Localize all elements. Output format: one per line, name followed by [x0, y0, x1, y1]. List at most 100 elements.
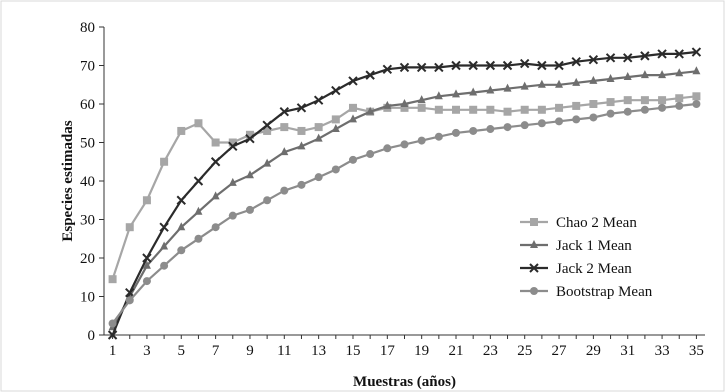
- series-chao-2-mean: [108, 92, 701, 284]
- data-point: [623, 72, 632, 81]
- data-point: [400, 99, 409, 107]
- data-point: [297, 141, 306, 150]
- data-point: [280, 123, 289, 132]
- y-axis-title: Especies estimadas: [60, 120, 76, 241]
- data-point: [211, 223, 220, 232]
- data-point: [160, 157, 169, 166]
- data-point: [228, 177, 237, 186]
- data-point: [589, 75, 598, 84]
- data-point: [348, 155, 357, 164]
- data-point: [640, 70, 649, 79]
- data-point: [400, 140, 409, 149]
- data-point: [263, 126, 272, 135]
- data-point: [417, 95, 426, 104]
- data-point: [658, 96, 667, 105]
- data-point: [503, 123, 512, 132]
- data-point: [502, 60, 513, 71]
- data-point: [245, 133, 255, 144]
- legend: Chao 2 Mean Jack 1 Mean Jack 2 Mean Bootstr…: [520, 215, 653, 300]
- data-point: [469, 105, 478, 114]
- data-point: [451, 60, 461, 71]
- data-point: [572, 101, 581, 110]
- data-point: [400, 103, 409, 112]
- data-point: [452, 105, 461, 114]
- data-point: [177, 222, 186, 231]
- data-point: [142, 196, 151, 205]
- data-point: [142, 260, 151, 269]
- data-point: [537, 79, 546, 88]
- data-point: [606, 98, 615, 107]
- data-point: [692, 100, 701, 108]
- data-point: [125, 223, 134, 232]
- data-point: [296, 103, 307, 113]
- data-point: [537, 60, 547, 71]
- data-point: [108, 319, 117, 328]
- data-point: [366, 106, 375, 115]
- data-point: [519, 58, 530, 69]
- data-point: [263, 196, 272, 205]
- data-point: [572, 115, 581, 124]
- x-tick-label: 3: [143, 343, 151, 359]
- data-point: [486, 85, 495, 94]
- legend-label: Jack 2 Mean: [556, 261, 632, 277]
- data-point: [297, 180, 306, 189]
- data-point: [366, 150, 375, 159]
- data-point: [520, 105, 529, 114]
- y-tick-label: 70: [80, 59, 95, 75]
- data-point: [658, 70, 667, 79]
- data-point: [211, 191, 220, 200]
- data-point: [416, 62, 427, 73]
- x-tick-label: 19: [414, 343, 429, 359]
- data-point: [530, 218, 538, 226]
- data-point: [417, 103, 426, 112]
- data-point: [434, 132, 443, 141]
- data-point: [452, 128, 461, 137]
- x-tick-label: 5: [178, 343, 186, 359]
- data-point: [314, 173, 323, 182]
- data-point: [434, 91, 443, 100]
- data-point: [348, 103, 357, 112]
- x-tick-label: 11: [277, 343, 291, 359]
- data-point: [691, 47, 702, 57]
- data-point: [606, 109, 615, 118]
- x-tick-label: 27: [552, 343, 568, 359]
- data-point: [485, 60, 496, 71]
- data-point: [520, 121, 529, 130]
- data-point: [160, 261, 169, 270]
- data-point: [468, 60, 478, 71]
- y-tick-label: 50: [80, 136, 95, 152]
- data-point: [331, 124, 340, 133]
- data-point: [297, 126, 306, 135]
- data-point: [692, 66, 701, 75]
- data-point: [657, 49, 667, 59]
- legend-label: Jack 1 Mean: [556, 238, 632, 254]
- y-tick-label: 0: [88, 328, 96, 344]
- data-point: [640, 51, 650, 61]
- data-point: [280, 147, 289, 156]
- series-layer: [107, 47, 702, 340]
- data-point: [589, 113, 598, 122]
- x-tick-label: 15: [345, 343, 360, 359]
- x-axis: 1 3 5 7 9 11 13 15 17 19 21 23 25 27 29 31 33 35: [109, 335, 704, 359]
- series-bootstrap-mean: [108, 100, 701, 328]
- data-point: [331, 165, 340, 174]
- x-tick-label: 7: [212, 343, 220, 359]
- data-point: [210, 157, 221, 167]
- y-tick-label: 20: [80, 251, 95, 267]
- data-point: [623, 107, 632, 116]
- data-point: [331, 85, 341, 96]
- data-point: [606, 73, 615, 82]
- data-point: [228, 141, 238, 152]
- data-point: [177, 126, 186, 135]
- data-point: [331, 115, 340, 124]
- data-point: [176, 195, 186, 205]
- data-point: [434, 62, 444, 73]
- data-point: [245, 205, 254, 214]
- data-point: [194, 119, 203, 128]
- y-tick-label: 60: [80, 97, 95, 113]
- data-point: [382, 64, 393, 75]
- data-point: [194, 206, 203, 215]
- data-point: [555, 103, 564, 112]
